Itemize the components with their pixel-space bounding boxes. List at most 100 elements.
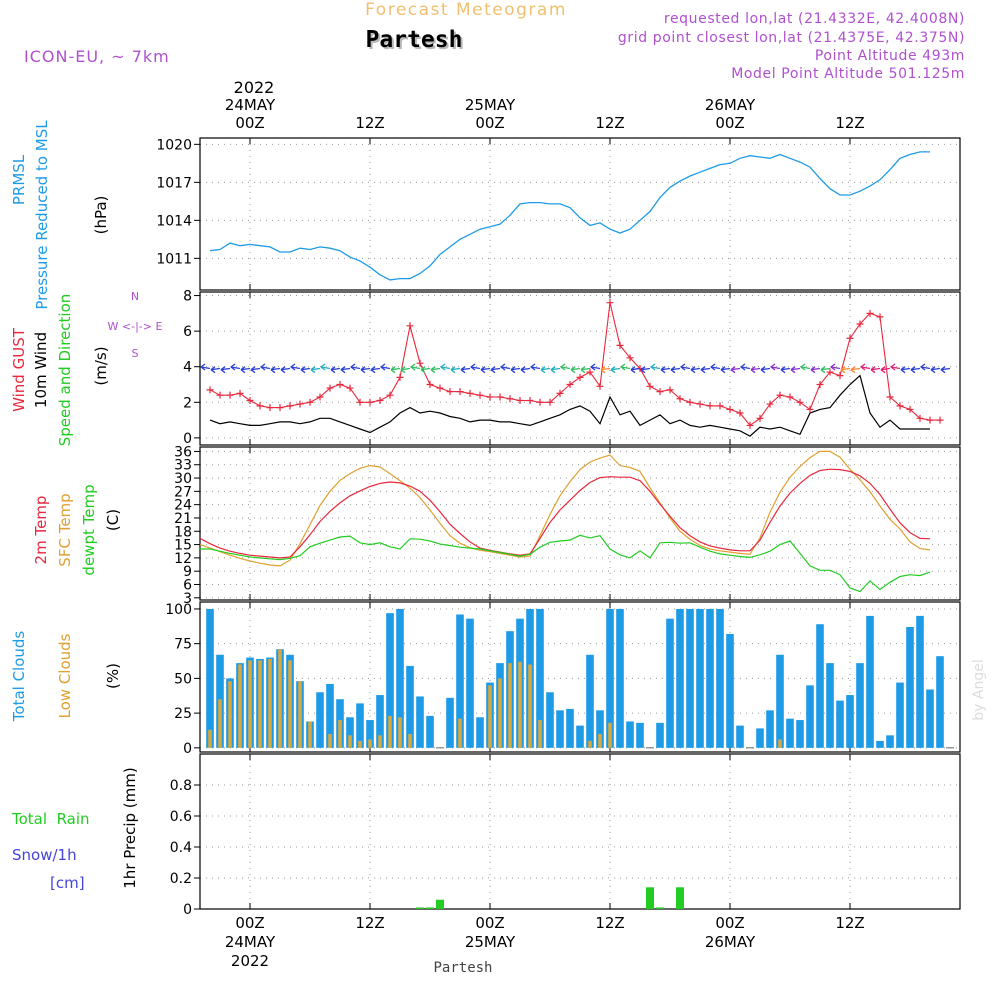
total-cloud-bar: [836, 700, 844, 748]
total-cloud-bar: [926, 689, 934, 748]
total-cloud-bar: [636, 722, 644, 748]
ytick-label: 24: [174, 498, 192, 514]
gust-marker: [306, 398, 314, 406]
ytick-label: 21: [174, 511, 192, 527]
wind-arrow: [610, 367, 621, 371]
sfc-temp-line: [199, 450, 931, 567]
total-rain-label: Total Rain: [11, 810, 90, 828]
gust-marker: [906, 405, 914, 413]
gust-marker: [476, 391, 484, 399]
wind-gust-label: Wind GUST: [10, 327, 28, 412]
total-cloud-bar: [676, 608, 684, 748]
wind-arrowhead: [460, 366, 466, 374]
snow-unit-label: [cm]: [50, 874, 85, 892]
gust-marker: [816, 381, 824, 389]
wind-arrowhead: [230, 363, 236, 371]
rain-bar: [416, 907, 424, 909]
wind-arrow: [880, 367, 891, 371]
total-cloud-bar: [856, 663, 864, 748]
total-cloud-bar: [896, 682, 904, 748]
total-cloud-bar: [426, 715, 434, 748]
panels: 1011101410171020024683691215182124273033…: [156, 137, 961, 918]
total-cloud-bar: [916, 615, 924, 748]
wind-arrow: [550, 367, 561, 371]
low-cloud-bar: [248, 660, 252, 748]
ytick-label: 0.2: [170, 871, 192, 887]
wind-arrowhead: [410, 363, 416, 371]
total-cloud-bar: [476, 717, 484, 748]
low-cloud-bar: [208, 729, 212, 748]
wind-arrowhead: [390, 366, 396, 374]
wind-arrow: [210, 367, 221, 371]
wind-arrow: [910, 367, 921, 371]
rain-bar: [656, 907, 664, 909]
wind-arrow: [420, 367, 431, 371]
panel-frame: [199, 446, 961, 601]
wind-arrow: [720, 367, 731, 371]
gust-marker: [466, 389, 474, 397]
ytick-label: 15: [174, 538, 192, 554]
low-cloud-bar: [238, 664, 242, 748]
gust-marker: [596, 382, 604, 390]
total-cloud-bar: [586, 654, 594, 748]
gust-marker: [826, 368, 834, 376]
total-cloud-bar: [536, 608, 544, 748]
total-cloud-bar: [716, 608, 724, 748]
pressure-panel-labels: PRMSL Pressure Reduced to MSL (hPa): [10, 120, 110, 310]
total-cloud-bar: [826, 663, 834, 748]
gust-marker: [566, 381, 574, 389]
ytick-label: 25: [174, 706, 192, 722]
panel-frame: [199, 601, 961, 753]
wind-arrow: [320, 366, 331, 370]
wind-arrowhead: [920, 363, 926, 371]
bottom-hour-label: 00Z: [475, 914, 504, 932]
gust-marker: [436, 384, 444, 392]
wind-arrow: [430, 367, 441, 371]
wind-arrowhead: [380, 363, 386, 371]
dewpoint-line: [200, 534, 931, 593]
snow-label: Snow/1h: [12, 846, 77, 864]
ytick-label: 0: [183, 431, 192, 447]
ytick-label: 0: [183, 741, 192, 757]
ytick-label: 18: [174, 524, 192, 540]
wind-arrow: [330, 367, 341, 371]
ytick-label: 9: [183, 564, 192, 580]
wind-arrow: [680, 366, 691, 370]
total-cloud-bar: [786, 718, 794, 748]
temp-unit: (C): [104, 509, 122, 531]
wind-arrow: [440, 366, 451, 370]
gust-marker: [336, 381, 344, 389]
gust-marker: [806, 405, 814, 413]
wind-arrowhead: [650, 363, 656, 371]
gust-marker: [916, 414, 924, 422]
total-cloud-bar: [356, 703, 364, 748]
total-cloud-bar: [806, 685, 814, 748]
panel-frame: [199, 753, 961, 910]
total-cloud-bar: [396, 608, 404, 748]
wind-arrowhead: [550, 366, 556, 374]
wind-arrowhead: [880, 366, 886, 374]
wind-arrow: [600, 367, 611, 371]
wind-arrow: [630, 367, 641, 371]
low-cloud-bar: [498, 678, 502, 748]
top-year-label: 2022: [234, 78, 275, 97]
wind-speed-dir-label: Speed and Direction: [56, 294, 74, 447]
wind-arrowhead: [510, 366, 516, 374]
wind-arrow: [410, 366, 421, 370]
gust-marker: [456, 388, 464, 396]
panel-frame: [199, 137, 961, 291]
wind-arrowhead: [440, 363, 446, 371]
footer-location: Partesh: [433, 960, 492, 976]
wind-arrow: [300, 367, 311, 371]
pressure-line: [209, 151, 930, 281]
wind-arrowhead: [740, 363, 746, 371]
model-label: ICON-EU, ~ 7km: [24, 47, 170, 66]
rain-bar: [646, 887, 654, 909]
ytick-label: 6: [183, 577, 192, 593]
wind-arrow: [370, 367, 381, 371]
wind-arrow: [380, 366, 391, 370]
gust-marker: [786, 393, 794, 401]
low-cloud-bar: [518, 661, 522, 748]
wind-arrow: [340, 367, 351, 371]
gust-marker: [556, 389, 564, 397]
